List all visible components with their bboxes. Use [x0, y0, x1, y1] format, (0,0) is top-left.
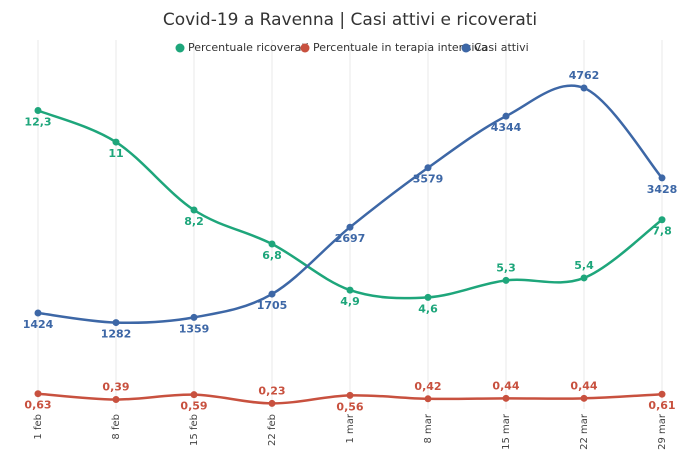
data-label: 0,39	[102, 381, 129, 394]
data-point	[502, 394, 510, 402]
data-point	[658, 174, 666, 182]
data-point	[580, 394, 588, 402]
data-label: 3579	[413, 173, 444, 186]
data-label: 4,6	[418, 302, 438, 315]
data-label: 5,3	[496, 261, 516, 274]
data-label: 1424	[23, 318, 54, 331]
data-point	[580, 274, 588, 282]
legend-marker	[175, 43, 185, 53]
chart-title: Covid-19 a Ravenna | Casi attivi e ricov…	[163, 10, 537, 30]
data-label: 6,8	[262, 249, 282, 262]
x-tick-label: 15 feb	[189, 414, 200, 446]
legend-label: Casi attivi	[474, 41, 529, 54]
data-label: 0,44	[570, 379, 597, 392]
data-point	[268, 290, 276, 298]
data-label: 0,61	[648, 399, 675, 412]
data-point	[190, 391, 198, 399]
data-point	[190, 206, 198, 214]
data-label: 4,9	[340, 295, 360, 308]
data-point	[424, 293, 432, 301]
data-point	[268, 399, 276, 407]
data-point	[34, 309, 42, 317]
data-label: 5,4	[574, 259, 594, 272]
x-tick-label: 22 feb	[267, 414, 278, 446]
data-point	[502, 112, 510, 120]
legend-label: Percentuale ricoverati	[188, 41, 309, 54]
data-point	[424, 395, 432, 403]
data-label: 2697	[335, 232, 366, 245]
data-point	[268, 240, 276, 248]
data-label: 4762	[569, 69, 600, 82]
x-tick-label: 1 feb	[33, 414, 44, 440]
legend-marker	[461, 43, 471, 53]
data-label: 4344	[491, 121, 522, 134]
x-tick-label: 8 feb	[111, 414, 122, 440]
data-point	[346, 391, 354, 399]
data-point	[34, 390, 42, 398]
data-label: 12,3	[24, 116, 51, 129]
data-label: 1705	[257, 299, 288, 312]
data-point	[190, 313, 198, 321]
data-label: 0,56	[336, 400, 363, 413]
data-point	[658, 216, 666, 224]
data-point	[502, 276, 510, 284]
data-label: 8,2	[184, 215, 204, 228]
data-label: 7,8	[652, 225, 672, 238]
data-point	[346, 223, 354, 231]
data-label: 0,23	[258, 384, 285, 397]
data-label: 1359	[179, 322, 210, 335]
legend-label: Percentuale in terapia intensiva	[313, 41, 488, 54]
data-label: 0,59	[180, 400, 207, 413]
data-label: 3428	[647, 183, 678, 196]
data-label: 1282	[101, 328, 132, 341]
series-line	[37, 84, 663, 325]
data-point	[424, 164, 432, 172]
data-point	[658, 390, 666, 398]
data-point	[346, 286, 354, 294]
data-label: 0,42	[414, 380, 441, 393]
x-tick-label: 29 mar	[657, 413, 668, 450]
data-label: 0,63	[24, 399, 51, 412]
legend-marker	[300, 43, 310, 53]
data-point	[580, 84, 588, 92]
x-tick-label: 22 mar	[579, 413, 590, 450]
data-point	[112, 319, 120, 327]
data-label: 0,44	[492, 379, 519, 392]
data-point	[34, 107, 42, 115]
x-tick-label: 15 mar	[501, 413, 512, 450]
data-label: 11	[108, 147, 123, 160]
x-tick-label: 8 mar	[423, 413, 434, 443]
x-tick-label: 1 mar	[345, 413, 356, 443]
data-point	[112, 396, 120, 404]
data-point	[112, 138, 120, 146]
series-line	[37, 109, 663, 300]
